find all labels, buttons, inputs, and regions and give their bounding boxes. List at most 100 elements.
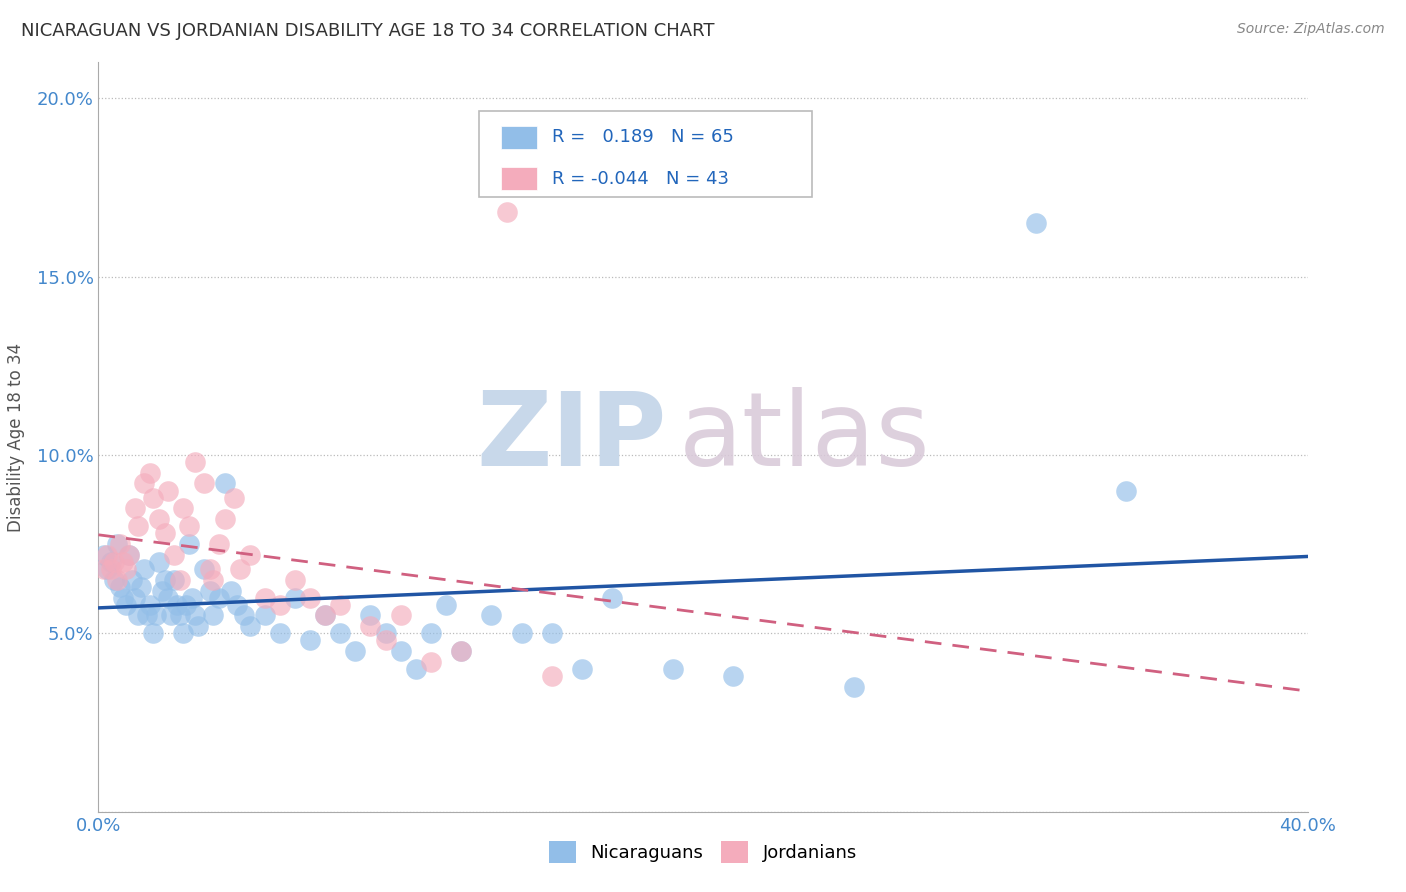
Point <box>150 583 173 598</box>
Point <box>269 598 291 612</box>
Point <box>329 598 352 612</box>
Point <box>602 591 624 605</box>
Point <box>200 583 222 598</box>
Point <box>202 608 225 623</box>
Point <box>132 476 155 491</box>
Point <box>389 644 412 658</box>
Point <box>314 608 336 623</box>
Point <box>329 626 352 640</box>
Point <box>661 662 683 676</box>
Point <box>96 548 118 562</box>
Point <box>181 591 204 605</box>
Point <box>114 562 136 576</box>
Text: R =   0.189   N = 65: R = 0.189 N = 65 <box>551 128 734 146</box>
Point <box>145 608 167 623</box>
Point <box>450 644 472 658</box>
Point <box>314 608 336 623</box>
Point <box>1024 216 1046 230</box>
Point <box>208 537 231 551</box>
Point <box>142 626 165 640</box>
Point <box>360 608 382 623</box>
Point <box>135 608 157 623</box>
Point <box>344 644 367 658</box>
Point <box>239 619 262 633</box>
Point <box>571 662 593 676</box>
Point <box>405 662 427 676</box>
Point <box>111 555 134 569</box>
Point <box>127 519 149 533</box>
Point <box>360 619 382 633</box>
Point <box>184 455 207 469</box>
Point <box>160 608 183 623</box>
Point <box>93 548 115 562</box>
Point <box>124 501 146 516</box>
Point <box>184 608 207 623</box>
Point <box>132 562 155 576</box>
Point <box>105 573 128 587</box>
Point <box>153 526 176 541</box>
Point <box>284 573 307 587</box>
Point <box>481 608 503 623</box>
Point <box>299 591 322 605</box>
Point <box>129 580 152 594</box>
Point <box>221 583 243 598</box>
Point <box>495 205 517 219</box>
Point <box>214 476 236 491</box>
Point <box>121 573 143 587</box>
Legend: Nicaraguans, Jordanians: Nicaraguans, Jordanians <box>541 834 865 870</box>
Point <box>389 608 412 623</box>
Point <box>193 476 215 491</box>
Point <box>179 537 201 551</box>
Point <box>299 633 322 648</box>
Point <box>420 655 443 669</box>
Point <box>434 598 457 612</box>
Point <box>148 555 170 569</box>
Point <box>124 591 146 605</box>
Point <box>103 555 125 569</box>
Point <box>420 626 443 640</box>
Point <box>108 580 131 594</box>
Text: ZIP: ZIP <box>477 386 666 488</box>
Point <box>118 548 141 562</box>
Point <box>187 619 209 633</box>
Point <box>156 591 179 605</box>
Point <box>374 633 396 648</box>
Text: NICARAGUAN VS JORDANIAN DISABILITY AGE 18 TO 34 CORRELATION CHART: NICARAGUAN VS JORDANIAN DISABILITY AGE 1… <box>21 22 714 40</box>
FancyBboxPatch shape <box>479 112 811 197</box>
Point <box>1115 483 1137 498</box>
Point <box>253 591 276 605</box>
Point <box>166 598 188 612</box>
Point <box>214 512 236 526</box>
Point <box>200 562 222 576</box>
Point <box>172 626 194 640</box>
Point <box>232 608 254 623</box>
Point <box>96 562 118 576</box>
Point <box>202 573 225 587</box>
Point <box>229 562 252 576</box>
Point <box>172 501 194 516</box>
Point <box>169 608 191 623</box>
FancyBboxPatch shape <box>501 126 537 149</box>
Point <box>105 537 128 551</box>
Point <box>139 466 162 480</box>
Point <box>139 598 162 612</box>
Point <box>450 644 472 658</box>
Point <box>374 626 396 640</box>
Point <box>239 548 262 562</box>
Point <box>844 680 866 694</box>
Point <box>193 562 215 576</box>
Point <box>114 598 136 612</box>
Point <box>224 491 246 505</box>
Text: Source: ZipAtlas.com: Source: ZipAtlas.com <box>1237 22 1385 37</box>
Point <box>156 483 179 498</box>
Point <box>153 573 176 587</box>
Point <box>540 626 562 640</box>
Point <box>208 591 231 605</box>
Point <box>269 626 291 640</box>
Point <box>118 548 141 562</box>
Point <box>510 626 533 640</box>
Y-axis label: Disability Age 18 to 34: Disability Age 18 to 34 <box>7 343 25 532</box>
Point <box>100 562 122 576</box>
Point <box>127 608 149 623</box>
Point <box>93 562 115 576</box>
